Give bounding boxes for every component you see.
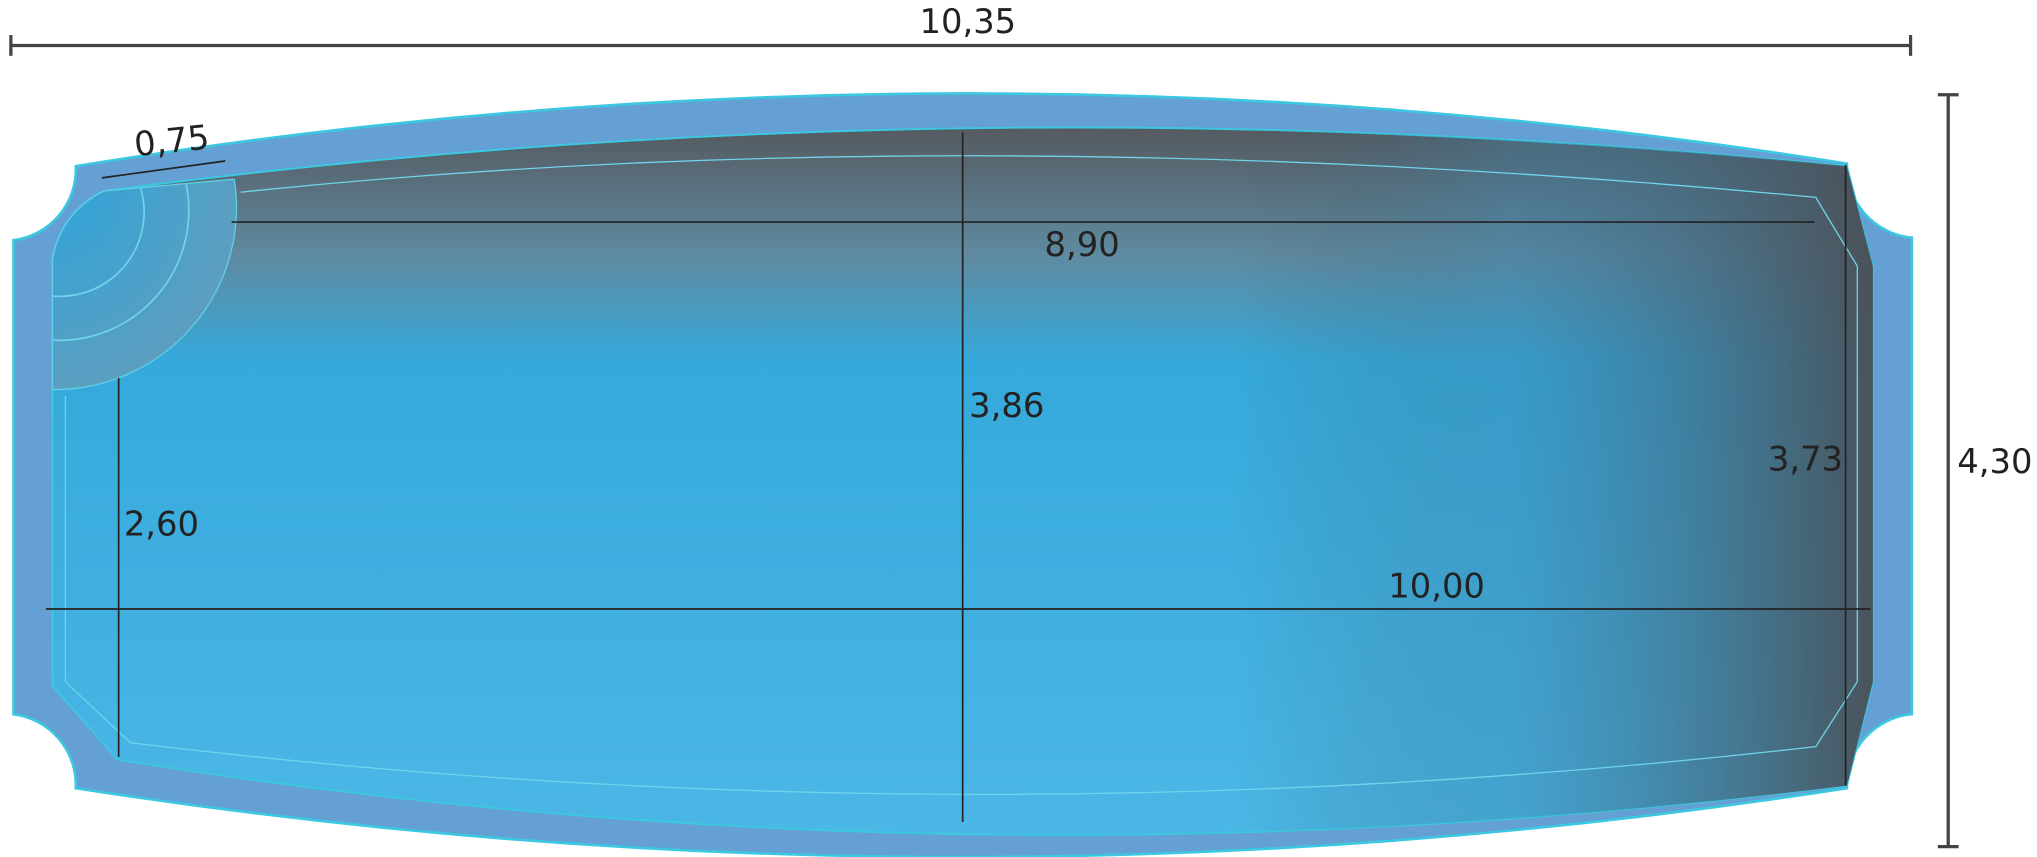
step-lines: [52, 184, 190, 342]
dimension-label: 10,00: [1388, 567, 1485, 606]
corner-steps: [51, 178, 238, 391]
dimension-label: 4,30: [1957, 442, 2032, 481]
dimension-label: 8,90: [1045, 225, 1120, 264]
inner-bench: [64, 155, 1858, 795]
dimension-line: [101, 160, 226, 179]
dimension-label: 3,73: [1768, 439, 1843, 478]
dimension-label: 0,75: [132, 118, 211, 165]
dimension-label: 2,60: [124, 504, 199, 543]
dimension-label: 3,86: [969, 386, 1044, 425]
dimension-label: 10,35: [920, 2, 1017, 41]
